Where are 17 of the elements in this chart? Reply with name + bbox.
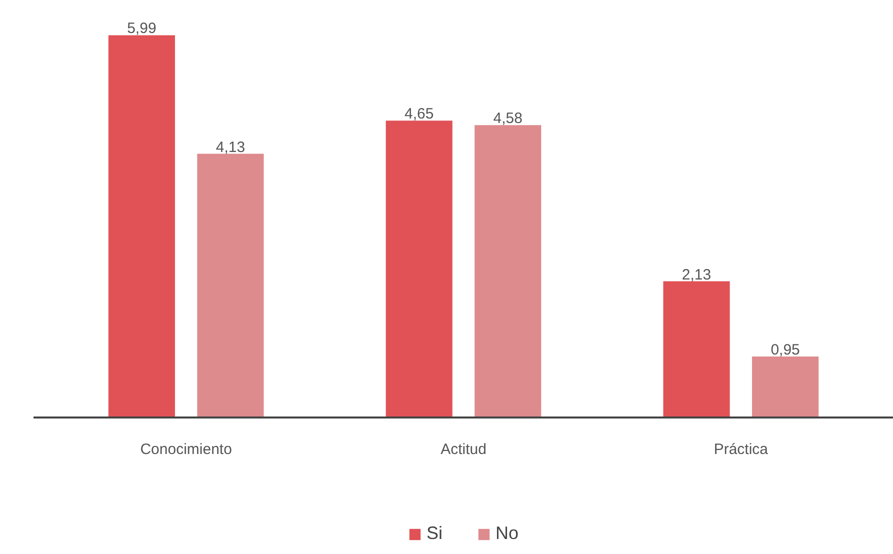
data-label: 0,95 <box>770 341 800 358</box>
x-tick-label: Actitud <box>440 441 486 458</box>
bar <box>108 35 175 418</box>
bar <box>197 154 264 418</box>
bar <box>663 281 730 418</box>
data-label: 4,58 <box>493 110 522 128</box>
bar <box>752 356 819 418</box>
x-tick-label: Práctica <box>714 441 769 458</box>
bar <box>474 125 542 418</box>
legend-label: No <box>495 523 519 544</box>
legend-label: Si <box>426 523 444 544</box>
data-label: 4,65 <box>404 106 434 123</box>
data-label: 4,13 <box>216 138 246 156</box>
data-label: 5,99 <box>127 20 156 38</box>
x-tick-label: Conocimiento <box>140 441 232 458</box>
bar <box>386 120 452 418</box>
data-label: 2,13 <box>682 266 712 284</box>
